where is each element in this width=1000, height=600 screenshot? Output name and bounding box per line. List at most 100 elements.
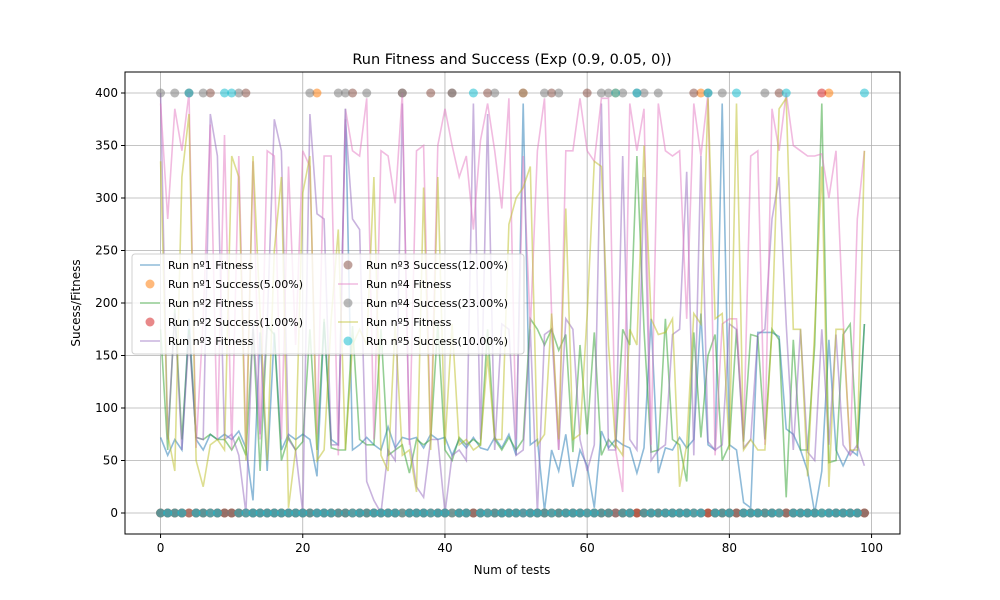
x-tick-label: 40 xyxy=(437,541,452,555)
series-point-10 xyxy=(369,508,379,518)
series-point-10 xyxy=(212,508,222,518)
series-point-10 xyxy=(220,88,230,98)
legend: Run nº1 Fitness Run nº1 Success(5.00%) Run… xyxy=(131,253,525,355)
series-point-6 xyxy=(348,88,358,98)
series-point-8 xyxy=(234,88,244,98)
series-point-10 xyxy=(312,508,322,518)
series-point-6 xyxy=(426,88,436,98)
series-point-10 xyxy=(241,508,251,518)
series-point-10 xyxy=(646,508,656,518)
series-point-10 xyxy=(198,508,208,518)
series-point-10 xyxy=(205,508,215,518)
series-point-2 xyxy=(696,88,706,98)
series-point-10 xyxy=(724,508,734,518)
series-point-10 xyxy=(333,508,343,518)
series-point-10 xyxy=(554,508,564,518)
series-point-8 xyxy=(539,88,549,98)
series-point-10 xyxy=(767,508,777,518)
series-point-10 xyxy=(461,508,471,518)
series-point-10 xyxy=(859,88,869,98)
series-point-10 xyxy=(497,508,507,518)
series-point-8 xyxy=(639,88,649,98)
legend-label: Run nº1 Fitness xyxy=(168,259,254,272)
series-point-10 xyxy=(788,508,798,518)
series-point-8 xyxy=(490,88,500,98)
series-point-10 xyxy=(362,508,372,518)
series-point-8 xyxy=(468,508,478,518)
series-point-10 xyxy=(774,508,784,518)
series-point-10 xyxy=(383,508,393,518)
legend-label: Run nº4 Success(23.00%) xyxy=(366,297,508,310)
series-point-10 xyxy=(625,508,635,518)
series-line-3 xyxy=(159,103,866,498)
series-point-10 xyxy=(539,508,549,518)
series-point-8 xyxy=(859,508,869,518)
series-point-8 xyxy=(156,88,166,98)
series-point-10 xyxy=(227,88,237,98)
series-point-6 xyxy=(547,88,557,98)
plot-area xyxy=(156,88,869,518)
series-point-10 xyxy=(675,508,685,518)
series-point-10 xyxy=(255,508,265,518)
series-point-10 xyxy=(276,508,286,518)
series-point-10 xyxy=(412,508,422,518)
series-point-10 xyxy=(490,508,500,518)
series-point-10 xyxy=(589,508,599,518)
series-point-10 xyxy=(639,508,649,518)
y-tick-label: 200 xyxy=(95,296,118,310)
series-point-10 xyxy=(717,508,727,518)
series-point-10 xyxy=(760,508,770,518)
series-point-10 xyxy=(831,508,841,518)
series-point-10 xyxy=(596,508,606,518)
series-point-10 xyxy=(547,508,557,518)
series-point-8 xyxy=(447,88,457,98)
series-point-8 xyxy=(198,88,208,98)
series-point-10 xyxy=(561,508,571,518)
series-point-8 xyxy=(653,88,663,98)
series-point-6 xyxy=(689,88,699,98)
series-point-10 xyxy=(340,508,350,518)
x-tick-label: 60 xyxy=(580,541,595,555)
series-point-10 xyxy=(739,508,749,518)
series-point-8 xyxy=(333,88,343,98)
series-point-10 xyxy=(156,508,166,518)
series-point-10 xyxy=(667,508,677,518)
series-point-8 xyxy=(170,88,180,98)
series-point-10 xyxy=(845,508,855,518)
series-point-10 xyxy=(568,508,578,518)
series-point-10 xyxy=(262,508,272,518)
legend-swatch-point xyxy=(343,260,353,270)
series-point-6 xyxy=(205,88,215,98)
y-tick-label: 100 xyxy=(95,401,118,415)
series-point-10 xyxy=(696,508,706,518)
series-point-10 xyxy=(433,508,443,518)
series-point-10 xyxy=(525,508,535,518)
series-point-10 xyxy=(291,508,301,518)
series-point-10 xyxy=(824,508,834,518)
series-point-10 xyxy=(611,88,621,98)
x-tick-label: 0 xyxy=(157,541,165,555)
series-point-10 xyxy=(731,88,741,98)
series-point-10 xyxy=(163,508,173,518)
legend-label: Run nº5 Fitness xyxy=(366,316,452,329)
series-point-2 xyxy=(824,88,834,98)
series-point-10 xyxy=(504,508,514,518)
series-point-10 xyxy=(575,508,585,518)
series-point-8 xyxy=(518,88,528,98)
series-point-10 xyxy=(689,508,699,518)
series-point-10 xyxy=(682,508,692,518)
series-point-10 xyxy=(795,508,805,518)
series-point-10 xyxy=(319,508,329,518)
series-point-10 xyxy=(177,508,187,518)
series-point-10 xyxy=(532,508,542,518)
series-point-10 xyxy=(447,508,457,518)
series-point-8 xyxy=(731,508,741,518)
series-point-10 xyxy=(440,508,450,518)
series-point-10 xyxy=(468,88,478,98)
series-point-10 xyxy=(838,508,848,518)
series-point-10 xyxy=(305,508,315,518)
legend-label: Run nº4 Fitness xyxy=(366,278,452,291)
series-point-10 xyxy=(234,508,244,518)
y-tick-label: 0 xyxy=(110,506,118,520)
series-point-10 xyxy=(710,508,720,518)
